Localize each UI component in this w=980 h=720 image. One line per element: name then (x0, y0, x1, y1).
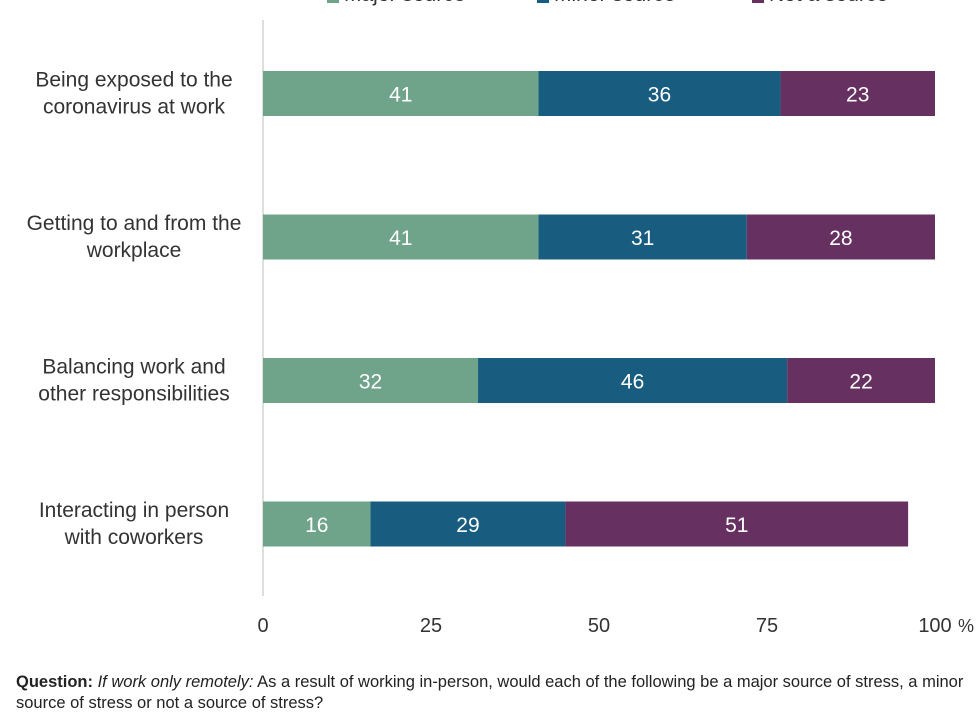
bar-value-label-2-2: 31 (631, 227, 654, 250)
bar-segment-3-2 (478, 358, 788, 403)
bar-segment-3-1 (263, 358, 479, 403)
x-tick-label-1: 0 (257, 615, 268, 637)
footnote-lead: Question: (16, 673, 93, 691)
bar-value-label-2-1: 41 (389, 227, 412, 250)
bars: 41 36 23 41 31 28 32 46 22 16 29 51 (263, 71, 935, 547)
legend-label-3: Not a source (769, 0, 888, 6)
bar-segment-3-3 (787, 358, 935, 403)
bar-segment-2-3 (746, 214, 935, 260)
bar-value-label-4-1: 16 (305, 514, 328, 537)
bar-value-label-4-2: 29 (456, 514, 479, 537)
legend-label-2: Minor source (554, 0, 675, 6)
bar-segment-4-1 (263, 501, 371, 547)
footnote-italic: If work only remotely: (97, 673, 254, 691)
category-label-3: Balancing work and other responsibilities (38, 356, 229, 406)
category-label-4: Interacting in person with coworkers (39, 499, 229, 549)
category-label-1: Being exposed to the coronavirus at work (35, 69, 232, 119)
bar-segment-1-2 (538, 71, 781, 116)
bar-value-label-3-2: 46 (621, 371, 644, 394)
bar-segment-2-2 (538, 214, 747, 260)
x-axis-unit: % (958, 616, 974, 636)
x-tick-label-3: 50 (588, 615, 610, 637)
x-axis-ticks: 0 25 50 75 100% (257, 615, 974, 637)
bar-segment-4-2 (370, 501, 566, 547)
category-labels: Being exposed to the coronavirus at work G… (27, 69, 242, 550)
legend-swatch-1 (327, 0, 339, 3)
category-label-2: Getting to and from the workplace (27, 212, 242, 262)
legend-label-1: Major source (344, 0, 465, 6)
bar-segment-2-1 (263, 214, 539, 260)
stacked-bar-chart: Major source Minor source Not a source Bei… (27, 0, 974, 637)
bar-segment-1-1 (263, 71, 539, 116)
x-tick-label-4: 75 (756, 615, 778, 637)
bar-value-label-2-3: 28 (829, 227, 852, 250)
bar-segment-4-3 (565, 501, 909, 547)
bar-value-label-3-1: 32 (359, 371, 382, 394)
bar-segment-1-3 (780, 71, 935, 116)
legend: Major source Minor source Not a source (327, 0, 888, 6)
footnote-text: As a result of working in-person, would … (16, 673, 964, 712)
bar-value-label-1-3: 23 (846, 84, 869, 107)
x-tick-label-2: 25 (420, 615, 442, 637)
bar-value-label-1-2: 36 (648, 84, 671, 107)
bar-value-label-1-1: 41 (389, 84, 412, 107)
legend-swatch-3 (752, 0, 764, 3)
x-tick-label-5: 100 (918, 615, 951, 637)
question-footnote: Question: If work only remotely: As a re… (16, 672, 966, 714)
bar-value-label-3-3: 22 (849, 371, 872, 394)
bar-value-label-4-3: 51 (725, 514, 748, 537)
legend-swatch-2 (537, 0, 549, 3)
